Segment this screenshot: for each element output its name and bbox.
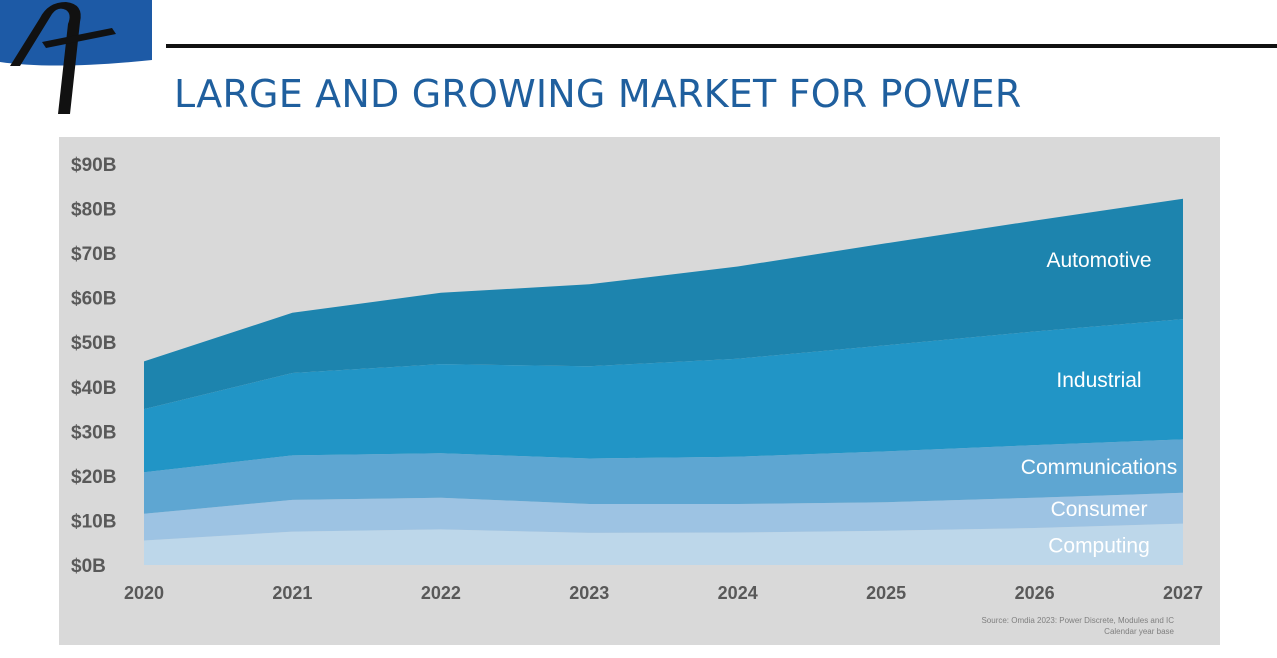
logo-letter-stroke — [10, 2, 81, 114]
x-tick-label: 2023 — [569, 583, 609, 603]
y-tick-label: $80B — [71, 200, 116, 221]
area-communications — [144, 439, 1183, 514]
source-note: Source: Omdia 2023: Power Discrete, Modu… — [981, 615, 1174, 637]
y-tick-label: $0B — [71, 556, 106, 577]
y-tick-label: $30B — [71, 422, 116, 443]
x-tick-label: 2021 — [272, 583, 312, 603]
header-rule — [166, 44, 1277, 48]
stacked-area-chart: $0B $10B $20B $30B $40B $50B $60B $70B $80B $90B 2… — [71, 155, 1203, 603]
company-logo-icon — [0, 0, 152, 114]
y-tick-label: $50B — [71, 333, 116, 354]
source-line-1: Source: Omdia 2023: Power Discrete, Modu… — [981, 616, 1174, 625]
x-tick-label: 2027 — [1163, 583, 1203, 603]
logo-crossbar — [42, 28, 116, 48]
y-tick-label: $40B — [71, 378, 116, 399]
x-tick-label: 2020 — [124, 583, 164, 603]
area-automotive — [144, 198, 1183, 410]
x-tick-label: 2022 — [421, 583, 461, 603]
y-tick-label: $10B — [71, 511, 116, 532]
y-tick-label: $60B — [71, 289, 116, 310]
chart-panel: $0B $10B $20B $30B $40B $50B $60B $70B $80B $90B 2… — [59, 137, 1220, 645]
x-tick-label: 2024 — [718, 583, 758, 603]
area-computing — [144, 523, 1183, 565]
series-label-industrial: Industrial — [1056, 369, 1141, 392]
area-consumer — [144, 492, 1183, 541]
series-label-automotive: Automotive — [1046, 249, 1151, 272]
y-tick-label: $90B — [71, 155, 116, 176]
y-tick-label: $70B — [71, 244, 116, 265]
series-label-communications: Communications — [1021, 456, 1177, 479]
x-tick-label: 2025 — [866, 583, 906, 603]
x-tick-label: 2026 — [1015, 583, 1055, 603]
series-label-consumer: Consumer — [1051, 498, 1148, 521]
area-industrial — [144, 319, 1183, 473]
series-label-computing: Computing — [1048, 534, 1150, 557]
y-tick-label: $20B — [71, 467, 116, 488]
source-line-2: Calendar year base — [1104, 627, 1174, 636]
logo-white-swoosh — [0, 60, 152, 70]
page-title: LARGE AND GROWING MARKET FOR POWER — [174, 72, 1022, 116]
